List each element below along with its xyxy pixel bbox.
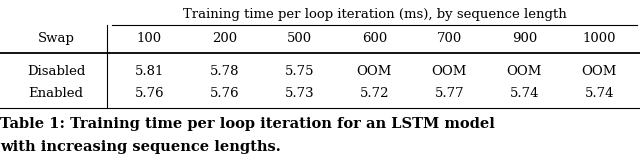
Text: Disabled: Disabled — [27, 64, 85, 78]
Text: 600: 600 — [362, 32, 387, 45]
Text: 5.77: 5.77 — [435, 87, 464, 100]
Text: 5.74: 5.74 — [509, 87, 539, 100]
Text: 900: 900 — [512, 32, 537, 45]
Text: OOM: OOM — [356, 64, 392, 78]
Text: 5.76: 5.76 — [134, 87, 164, 100]
Text: OOM: OOM — [432, 64, 467, 78]
Text: 5.72: 5.72 — [360, 87, 389, 100]
Text: with increasing sequence lengths.: with increasing sequence lengths. — [0, 140, 281, 154]
Text: Table 1: Training time per loop iteration for an LSTM model: Table 1: Training time per loop iteratio… — [0, 117, 495, 131]
Text: OOM: OOM — [582, 64, 617, 78]
Text: 100: 100 — [137, 32, 162, 45]
Text: 5.75: 5.75 — [285, 64, 314, 78]
Text: Training time per loop iteration (ms), by sequence length: Training time per loop iteration (ms), b… — [182, 8, 566, 21]
Text: 5.73: 5.73 — [285, 87, 314, 100]
Text: 5.76: 5.76 — [210, 87, 239, 100]
Text: 1000: 1000 — [582, 32, 616, 45]
Text: Enabled: Enabled — [29, 87, 83, 100]
Text: 700: 700 — [436, 32, 462, 45]
Text: OOM: OOM — [507, 64, 542, 78]
Text: Swap: Swap — [38, 32, 74, 45]
Text: 5.74: 5.74 — [584, 87, 614, 100]
Text: 5.78: 5.78 — [210, 64, 239, 78]
Text: 200: 200 — [212, 32, 237, 45]
Text: 500: 500 — [287, 32, 312, 45]
Text: 5.81: 5.81 — [135, 64, 164, 78]
